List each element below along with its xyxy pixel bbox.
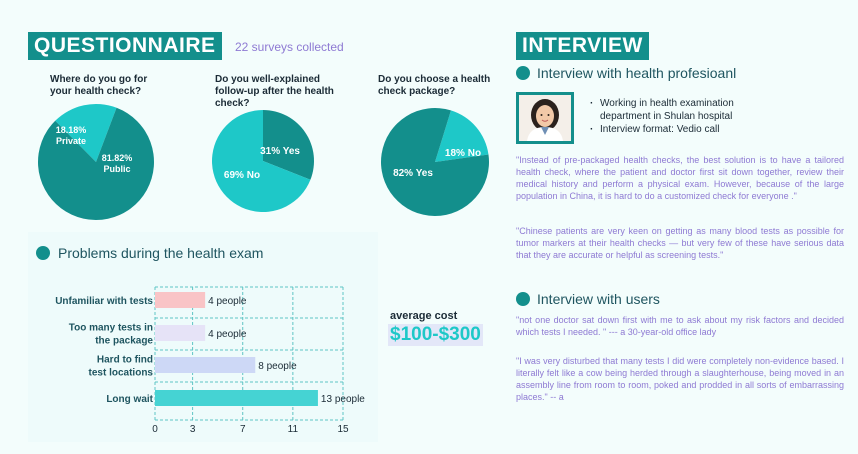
user-quote: "not one doctor sat down first with me t… [516, 315, 844, 337]
bar [155, 357, 256, 373]
bar-value-label: 8 people [258, 361, 297, 372]
professional-quote: "Chinese patients are very keen on getti… [516, 226, 844, 260]
section-dot-icon [516, 66, 530, 80]
pie-1-slice-label: Private [56, 136, 86, 146]
category-label: Long wait [106, 394, 153, 405]
user-quote: "I was very disturbed that many tests I … [516, 356, 844, 402]
pie-chart-3: 18% No 82% Yes [381, 108, 489, 216]
pie-chart-1: 18.18% Private 81.82% Public [38, 104, 154, 220]
x-tick-label: 7 [240, 424, 246, 435]
question-3: Do you choose a health check package? [378, 74, 491, 97]
bar [155, 325, 206, 341]
x-tick-label: 3 [190, 424, 196, 435]
category-label: Unfamiliar with tests [55, 296, 153, 307]
question-2: Do you well-explained follow-up after th… [215, 74, 334, 109]
bar [155, 292, 206, 308]
pie-slice [381, 108, 489, 216]
pie-2-slice-label: 69% No [224, 170, 260, 181]
average-cost-label: average cost [390, 310, 458, 322]
pie-slice [38, 107, 154, 220]
pie-slice [212, 110, 311, 212]
category-label: Too many tests in the package [69, 323, 154, 347]
info-bullet: Interview format: Vedio call [590, 123, 772, 136]
average-cost-value: $100-$300 [388, 324, 483, 346]
surveys-count: 22 surveys collected [235, 40, 344, 54]
x-tick-label: 0 [152, 424, 158, 435]
pie-slice [263, 110, 314, 180]
pie-chart-2: 31% Yes 69% No [212, 110, 314, 212]
problems-title: Problems during the health exam [58, 245, 264, 261]
bar-value-label: 4 people [208, 329, 247, 340]
interview-title: INTERVIEW [516, 32, 649, 60]
users-interview-title: Interview with users [537, 291, 660, 307]
problems-bar-chart: 4 people 4 people 8 people 13 people 0 3 7 11 1… [55, 286, 365, 435]
pie-slice [435, 110, 489, 162]
professional-info-list: Working in health examination department… [590, 97, 772, 136]
professional-interview-title: Interview with health profesioanl [537, 65, 737, 81]
bar-value-label: 4 people [208, 296, 247, 307]
pie-3-slice-label: 82% Yes [393, 168, 433, 179]
pie-3-slice-label: 18% No [445, 148, 481, 159]
pie-slice [55, 104, 117, 162]
question-1: Where do you go for your health check? [50, 74, 148, 97]
pie-1-slice-label: Public [103, 164, 130, 174]
bar-value-label: 13 people [321, 394, 365, 405]
category-label: Hard to find test locations [89, 355, 154, 379]
x-tick-label: 15 [337, 424, 349, 435]
x-tick-label: 11 [288, 424, 299, 435]
section-dot-icon [36, 246, 50, 260]
professional-quote: "Instead of pre-packaged health checks, … [516, 155, 844, 201]
pie-2-slice-label: 31% Yes [260, 146, 300, 157]
questionnaire-title: QUESTIONNAIRE [28, 32, 222, 60]
section-dot-icon [516, 292, 530, 306]
doctor-portrait-icon [519, 95, 571, 141]
problems-panel: Problems during the health exam 4 people… [28, 232, 378, 442]
pie-1-slice-label: 81.82% [102, 153, 133, 163]
bar [155, 390, 318, 406]
info-bullet: Working in health examination department… [590, 97, 772, 123]
professional-photo [516, 92, 574, 144]
pie-1-slice-label: 18.18% [56, 125, 87, 135]
